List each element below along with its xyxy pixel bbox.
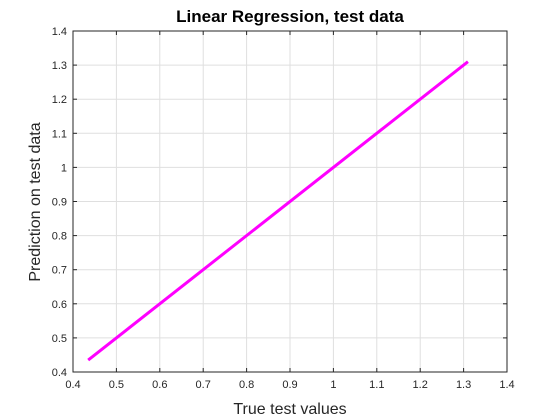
x-tick-label: 0.8 bbox=[239, 379, 254, 391]
y-tick-label: 0.9 bbox=[52, 197, 67, 209]
x-tick-label: 1.1 bbox=[369, 379, 384, 391]
y-tick-label: 1.1 bbox=[52, 128, 67, 140]
x-tick-label: 1 bbox=[330, 379, 336, 391]
series-line bbox=[87, 60, 469, 362]
x-tick-label: 0.6 bbox=[152, 379, 167, 391]
y-tick-label: 0.4 bbox=[52, 367, 67, 379]
y-tick-label: 0.6 bbox=[52, 299, 67, 311]
y-tick-label: 1.4 bbox=[52, 26, 67, 38]
x-tick-label: 1.2 bbox=[413, 379, 428, 391]
y-axis-ticks: 0.4 0.5 0.6 0.7 0.8 0.9 1 1.1 1.2 1.3 1.4 bbox=[52, 26, 507, 379]
chart-title: Linear Regression, test data bbox=[176, 7, 404, 26]
y-tick-label: 0.8 bbox=[52, 231, 67, 243]
x-axis-ticks: 0.4 0.5 0.6 0.7 0.8 0.9 1 1.1 1.2 1.3 1.4 bbox=[65, 31, 515, 391]
x-tick-label: 1.3 bbox=[456, 379, 471, 391]
x-tick-label: 1.4 bbox=[499, 379, 514, 391]
series-lines bbox=[87, 60, 469, 362]
x-tick-label: 0.5 bbox=[109, 379, 124, 391]
x-tick-label: 0.9 bbox=[282, 379, 297, 391]
x-tick-label: 0.4 bbox=[65, 379, 80, 391]
y-tick-label: 1 bbox=[61, 162, 67, 174]
x-axis-label: True test values bbox=[233, 401, 346, 418]
y-tick-label: 0.7 bbox=[52, 265, 67, 277]
y-tick-label: 0.5 bbox=[52, 333, 67, 345]
x-tick-label: 0.7 bbox=[196, 379, 211, 391]
y-axis-label: Prediction on test data bbox=[27, 122, 44, 281]
y-tick-label: 1.3 bbox=[52, 60, 67, 72]
y-tick-label: 1.2 bbox=[52, 94, 67, 106]
